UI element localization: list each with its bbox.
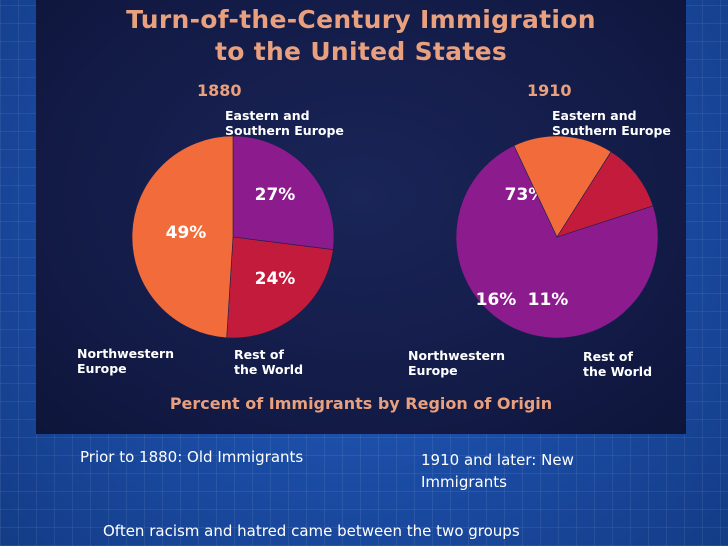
pie-1880: 1880 27% Eastern and Southern Europe 24% Rest… — [77, 81, 344, 377]
slice-category-label: Rest of the World — [583, 349, 652, 379]
pie-slice-northwestern-europe — [131, 135, 234, 339]
slice-percent-label: 49% — [166, 223, 207, 243]
pie-charts: 1880 27% Eastern and Southern Europe 24% Rest… — [77, 81, 671, 379]
slice-category-label: Northwestern Europe — [408, 348, 505, 378]
pie-slice-eastern-and-southern-europe — [232, 135, 335, 250]
slice-percent-label: 27% — [255, 185, 296, 205]
pie-year-label: 1880 — [197, 81, 242, 100]
slice-category-label: Eastern and Southern Europe — [225, 108, 344, 138]
chart-subtitle: Percent of Immigrants by Region of Origi… — [169, 394, 553, 413]
slice-percent-label: 11% — [528, 290, 569, 310]
pie-slice-rest-of-the-world — [556, 151, 654, 238]
slice-category-label: Northwestern Europe — [77, 346, 174, 376]
pie-slice-rest-of-the-world — [226, 236, 334, 339]
pie-slice-northwestern-europe — [513, 135, 612, 238]
chart-title-line1: Turn-of-the-Century Immigration — [126, 5, 596, 34]
caption-bottom: Often racism and hatred came between the… — [103, 522, 520, 540]
pie-slice-eastern-and-southern-europe — [455, 145, 659, 339]
chart-photo: Turn-of-the-Century Immigration to the U… — [36, 0, 686, 434]
chart-title: Turn-of-the-Century Immigration to the U… — [36, 4, 686, 68]
slice-percent-label: 16% — [476, 290, 517, 310]
slice-category-label: Eastern and Southern Europe — [552, 108, 671, 138]
slice-category-label: Rest of the World — [234, 347, 303, 377]
slice-percent-label: 24% — [255, 269, 296, 289]
chart-title-line2: to the United States — [214, 37, 508, 66]
pie-year-label: 1910 — [527, 81, 572, 100]
caption-old-immigrants: Prior to 1880: Old Immigrants — [80, 448, 304, 466]
caption-new-immigrants: 1910 and later: New Immigrants — [421, 451, 574, 491]
